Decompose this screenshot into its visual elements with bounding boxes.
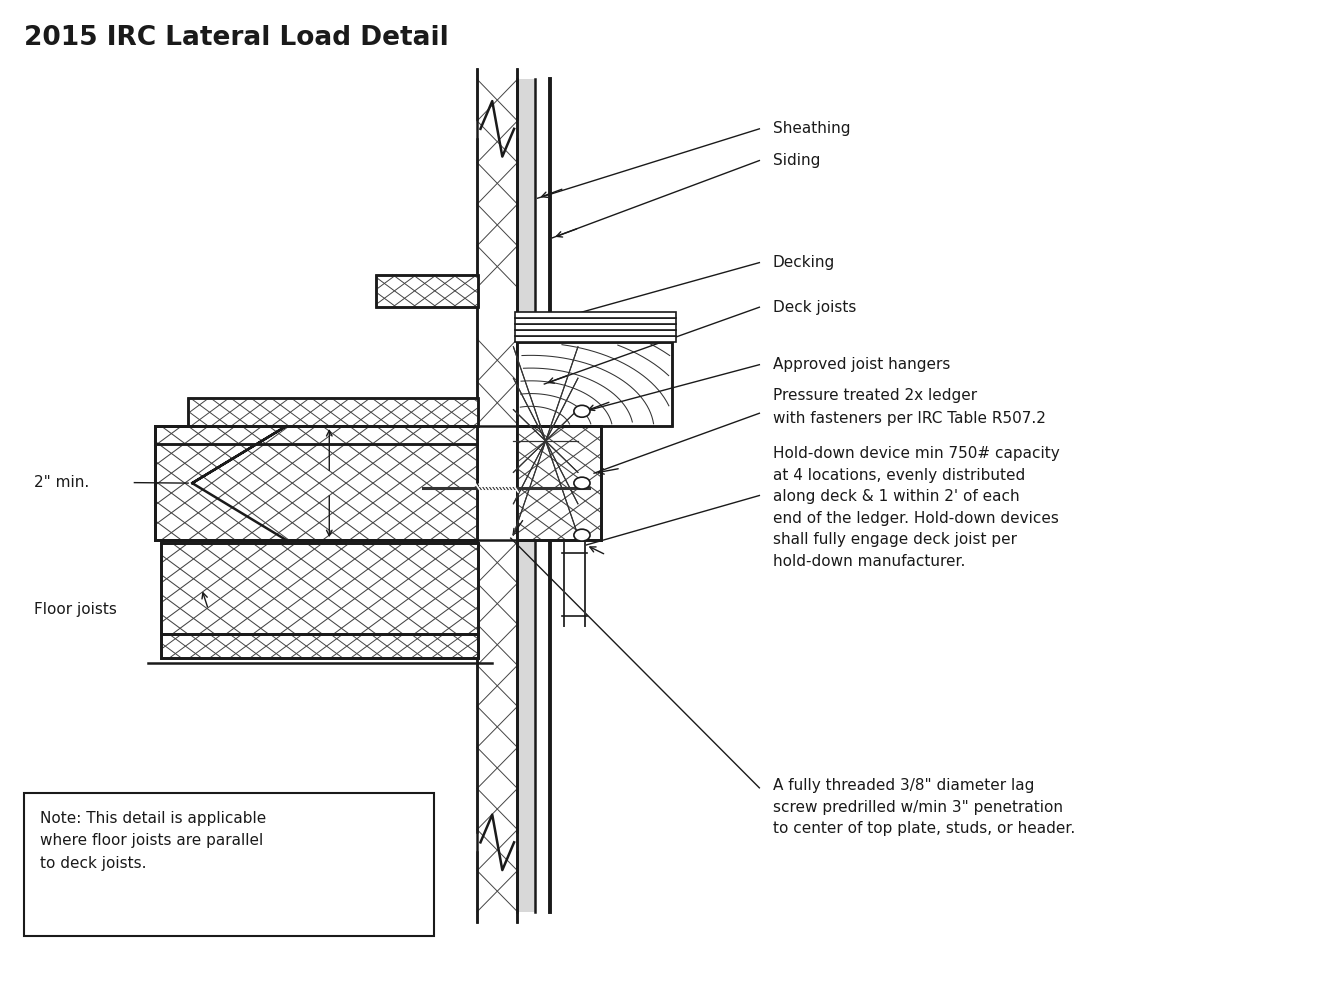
Bar xyxy=(376,275,478,307)
Bar xyxy=(515,312,676,318)
Bar xyxy=(517,426,601,540)
Bar xyxy=(517,342,672,426)
Bar xyxy=(161,543,478,634)
Bar xyxy=(515,318,676,324)
Text: Hold-down device min 750# capacity
at 4 locations, evenly distributed
along deck: Hold-down device min 750# capacity at 4 … xyxy=(773,446,1059,569)
Bar xyxy=(517,426,601,540)
Bar xyxy=(188,398,478,426)
Bar xyxy=(517,79,535,912)
Bar xyxy=(188,398,478,426)
Circle shape xyxy=(574,405,590,417)
Bar xyxy=(515,336,676,342)
Bar xyxy=(161,634,478,658)
Text: with fasteners per IRC Table R507.2: with fasteners per IRC Table R507.2 xyxy=(773,410,1046,426)
Bar xyxy=(376,275,478,307)
Text: Siding: Siding xyxy=(773,153,820,168)
Text: Approved joist hangers: Approved joist hangers xyxy=(773,357,950,373)
Text: 2015 IRC Lateral Load Detail: 2015 IRC Lateral Load Detail xyxy=(24,25,449,51)
Text: Floor joists: Floor joists xyxy=(34,602,117,617)
Bar xyxy=(515,330,676,336)
Bar xyxy=(161,543,478,634)
Bar xyxy=(517,342,672,426)
Bar xyxy=(515,324,676,330)
Text: A fully threaded 3/8" diameter lag
screw predrilled w/min 3" penetration
to cent: A fully threaded 3/8" diameter lag screw… xyxy=(773,778,1075,836)
Text: 2" min.: 2" min. xyxy=(34,475,89,491)
Text: Deck joists: Deck joists xyxy=(773,299,856,315)
Text: Decking: Decking xyxy=(773,255,835,271)
Circle shape xyxy=(574,478,590,490)
Bar xyxy=(155,426,477,540)
Bar xyxy=(161,634,478,658)
Bar xyxy=(155,426,477,540)
Circle shape xyxy=(574,529,590,541)
Text: Pressure treated 2x ledger: Pressure treated 2x ledger xyxy=(773,387,977,403)
Text: Note: This detail is applicable
where floor joists are parallel
to deck joists.: Note: This detail is applicable where fl… xyxy=(40,811,266,871)
Text: Sheathing: Sheathing xyxy=(773,121,851,137)
Bar xyxy=(24,793,434,936)
